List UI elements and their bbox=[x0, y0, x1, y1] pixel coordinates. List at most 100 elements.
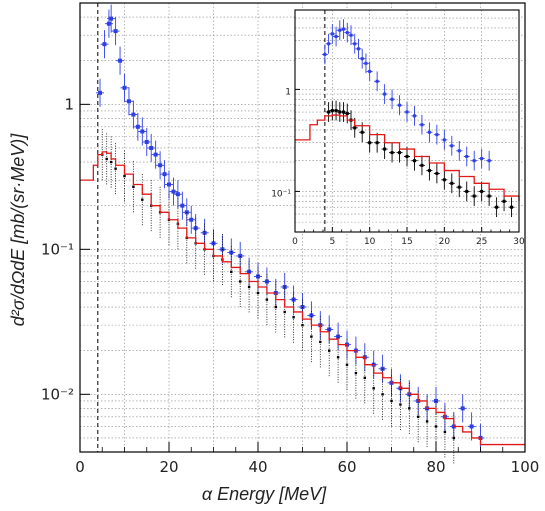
series-point-1 bbox=[381, 393, 384, 396]
series-point-1 bbox=[109, 160, 113, 164]
series-point-0 bbox=[126, 99, 131, 104]
series-point-0 bbox=[336, 334, 341, 339]
y-tick-label: 10⁻² bbox=[41, 385, 74, 403]
y-tick-label: 10⁻¹ bbox=[271, 189, 291, 199]
series-point-1 bbox=[425, 420, 429, 423]
series-point-1 bbox=[123, 174, 126, 178]
y-tick-label: 1 bbox=[285, 87, 291, 97]
series-point-1 bbox=[334, 109, 338, 113]
series-point-1 bbox=[417, 415, 420, 418]
series-point-0 bbox=[202, 230, 207, 235]
series-point-1 bbox=[265, 298, 269, 301]
series-point-1 bbox=[230, 270, 233, 273]
series-point-1 bbox=[114, 167, 117, 170]
series-point-1 bbox=[390, 399, 393, 403]
series-point-1 bbox=[452, 436, 455, 440]
series-point-0 bbox=[487, 159, 491, 163]
x-tick-label: 60 bbox=[337, 458, 356, 476]
series-point-1 bbox=[132, 185, 135, 188]
series-point-1 bbox=[239, 280, 242, 283]
series-point-0 bbox=[383, 92, 387, 96]
series-point-1 bbox=[390, 151, 394, 155]
series-point-0 bbox=[135, 124, 140, 129]
series-point-0 bbox=[427, 130, 431, 134]
x-tick-label: 30 bbox=[513, 237, 525, 247]
series-point-0 bbox=[460, 406, 465, 411]
series-point-1 bbox=[443, 430, 447, 434]
x-tick-label: 20 bbox=[439, 237, 451, 247]
series-point-0 bbox=[338, 28, 342, 32]
series-point-0 bbox=[264, 279, 269, 284]
series-point-1 bbox=[375, 141, 379, 145]
series-point-1 bbox=[487, 194, 491, 198]
series-point-1 bbox=[399, 403, 402, 406]
series-point-0 bbox=[469, 424, 474, 429]
series-point-0 bbox=[457, 149, 461, 153]
series-point-0 bbox=[327, 42, 331, 46]
series-point-0 bbox=[131, 112, 136, 117]
series-point-0 bbox=[171, 189, 176, 194]
series-point-1 bbox=[363, 376, 366, 379]
series-point-1 bbox=[247, 285, 251, 289]
series-point-0 bbox=[480, 157, 484, 161]
series-point-1 bbox=[292, 316, 295, 319]
series-point-1 bbox=[398, 151, 402, 155]
series-point-0 bbox=[162, 172, 167, 177]
series-point-1 bbox=[408, 407, 411, 410]
series-point-1 bbox=[283, 310, 286, 314]
series-point-0 bbox=[109, 16, 114, 21]
series-point-0 bbox=[334, 34, 338, 38]
series-point-0 bbox=[345, 31, 349, 35]
series-point-1 bbox=[327, 110, 331, 114]
series-point-1 bbox=[328, 349, 331, 352]
series-point-0 bbox=[175, 192, 180, 197]
x-tick-label: 0 bbox=[292, 237, 298, 247]
x-tick-label: 100 bbox=[511, 458, 540, 476]
series-step-line-2 bbox=[80, 151, 525, 446]
series-point-1 bbox=[480, 189, 484, 193]
series-point-1 bbox=[412, 159, 416, 163]
series-point-0 bbox=[256, 274, 260, 279]
series-point-0 bbox=[180, 203, 185, 208]
series-point-0 bbox=[368, 69, 372, 73]
series-point-1 bbox=[336, 356, 340, 359]
series-point-0 bbox=[342, 27, 346, 31]
series-point-1 bbox=[472, 194, 476, 198]
series-point-0 bbox=[412, 114, 416, 118]
inset-plot: 0 5 10 15 20 25 30 1 10⁻¹ bbox=[271, 9, 525, 247]
x-tick-label: 80 bbox=[426, 458, 445, 476]
series-point-1 bbox=[450, 181, 454, 185]
series-point-1 bbox=[105, 157, 108, 161]
series-point-1 bbox=[435, 171, 439, 175]
x-tick-label: 5 bbox=[329, 237, 335, 247]
series-point-1 bbox=[510, 205, 514, 209]
x-tick-label: 15 bbox=[401, 237, 412, 247]
series-point-1 bbox=[420, 163, 424, 167]
x-tick-label: 10 bbox=[364, 237, 376, 247]
series-point-1 bbox=[345, 363, 349, 366]
series-point-1 bbox=[310, 335, 313, 338]
series-point-1 bbox=[256, 291, 260, 295]
series-point-0 bbox=[167, 182, 171, 187]
series-step-line-2 bbox=[295, 114, 520, 202]
series-point-0 bbox=[330, 32, 334, 36]
series-point-0 bbox=[360, 57, 364, 61]
series-point-1 bbox=[383, 147, 387, 151]
series-point-0 bbox=[106, 21, 111, 26]
series-point-1 bbox=[434, 425, 438, 428]
series-point-1 bbox=[301, 323, 304, 327]
series-point-0 bbox=[149, 145, 154, 150]
series-point-1 bbox=[368, 141, 372, 145]
series-point-0 bbox=[113, 29, 118, 34]
series-point-0 bbox=[450, 144, 454, 148]
series-point-0 bbox=[356, 47, 360, 51]
series-point-0 bbox=[98, 90, 103, 95]
series-point-0 bbox=[300, 305, 305, 310]
y-tick-label: 10⁻¹ bbox=[41, 240, 74, 258]
series-point-1 bbox=[330, 109, 334, 113]
series-point-0 bbox=[140, 129, 145, 134]
series-point-1 bbox=[502, 199, 506, 203]
series-point-0 bbox=[435, 133, 439, 137]
series-point-1 bbox=[274, 305, 277, 309]
